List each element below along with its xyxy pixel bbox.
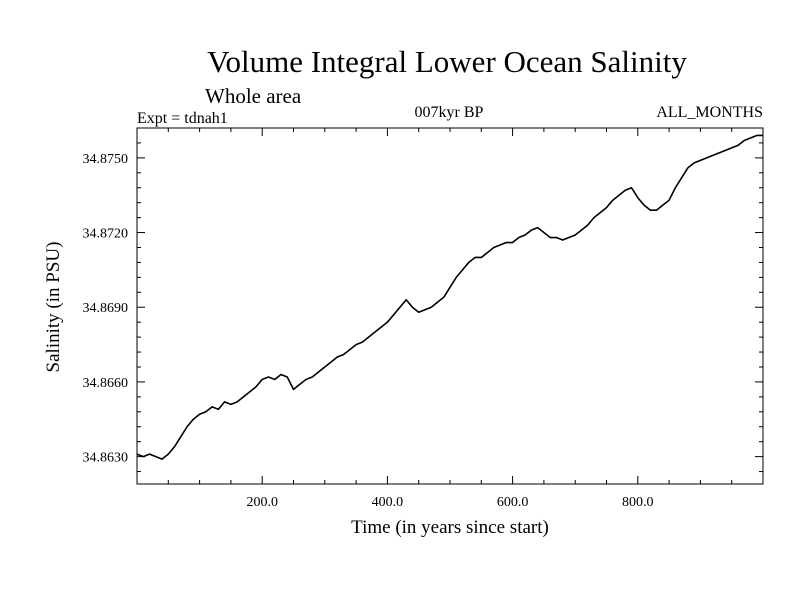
x-tick-label: 800.0 (622, 495, 654, 510)
chart-title: Volume Integral Lower Ocean Salinity (207, 44, 687, 79)
y-tick-label: 34.8660 (83, 376, 129, 391)
x-tick-label: 600.0 (497, 495, 529, 510)
y-tick-label: 34.8690 (83, 301, 129, 316)
y-tick-label: 34.8630 (83, 451, 129, 466)
months-label: ALL_MONTHS (656, 104, 763, 121)
x-tick-label: 400.0 (372, 495, 404, 510)
x-tick-label: 200.0 (246, 495, 278, 510)
x-axis-ticks (167, 128, 733, 484)
y-axis-label: Salinity (in PSU) (43, 242, 64, 373)
x-axis-tick-labels: 200.0 400.0 600.0 800.0 (246, 495, 653, 510)
salinity-series-line (136, 134, 763, 460)
period-label: 007kyr BP (415, 104, 484, 121)
y-tick-label: 34.8720 (83, 227, 129, 242)
x-axis-label: Time (in years since start) (351, 517, 549, 538)
y-tick-label: 34.8750 (83, 152, 129, 167)
chart-subtitle: Whole area (205, 84, 302, 108)
y-axis-ticks (137, 127, 763, 473)
experiment-label: Expt = tdnah1 (137, 110, 228, 127)
y-axis-tick-labels: 34.8630 34.8660 34.8690 34.8720 34.8750 (83, 152, 129, 466)
